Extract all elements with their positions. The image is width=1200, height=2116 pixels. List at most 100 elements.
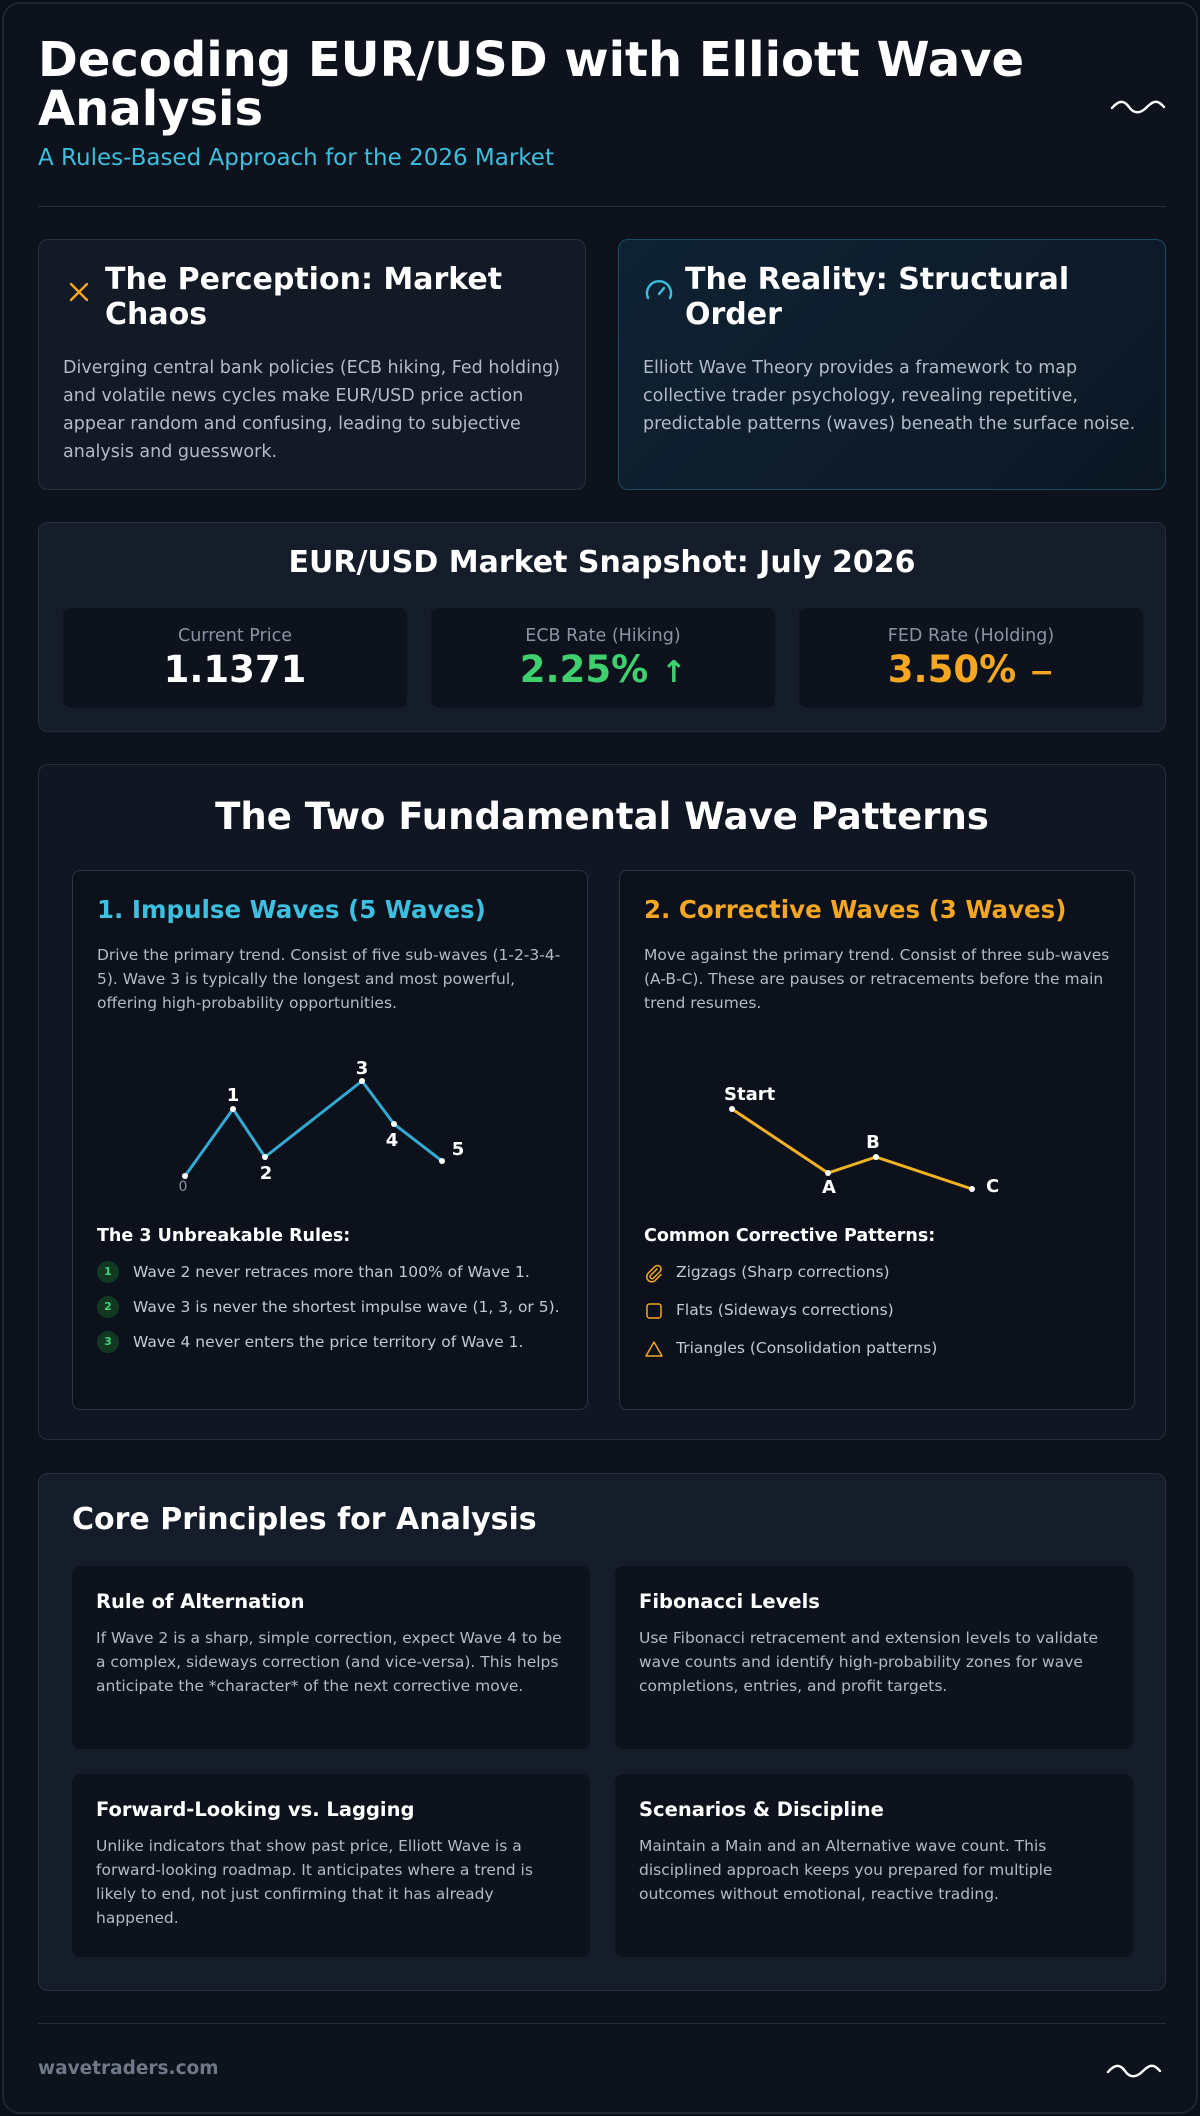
x-icon [69, 282, 89, 302]
triangle-icon [645, 1340, 663, 1357]
corrective-title: 2. Corrective Waves (3 Waves) [644, 895, 1067, 924]
wave-point [391, 1121, 397, 1127]
metric-value-text: 1.1371 [163, 648, 307, 691]
rule-item: 3 Wave 4 never enters the price territor… [97, 1331, 567, 1354]
patterns-title: Common Corrective Patterns: [644, 1226, 936, 1246]
metric-label: FED Rate (Holding) [887, 626, 1055, 646]
metric-value: 2.25% ↑ [431, 648, 775, 691]
metric-value: 1.1371 [63, 648, 407, 691]
rule-item: 1 Wave 2 never retraces more than 100% o… [97, 1261, 567, 1284]
square-icon [646, 1302, 662, 1319]
corrective-wave-diagram: Start A B C [724, 1084, 999, 1198]
metric-label: Current Price [178, 626, 292, 646]
metric-value-text: 3.50% [887, 648, 1017, 691]
principle-body: Maintain a Main and an Alternative wave … [639, 1837, 1053, 1903]
principle-body: Unlike indicators that show past price, … [96, 1837, 533, 1927]
wave-label-0: 0 [179, 1179, 188, 1195]
wave-label-b: B [866, 1132, 880, 1153]
principle-card: Forward-Looking vs. Lagging Unlike indic… [72, 1774, 590, 1957]
impulse-desc: Drive the primary trend. Consist of five… [97, 946, 561, 1012]
wave-label-5: 5 [452, 1139, 465, 1160]
snapshot-title: EUR/USD Market Snapshot: July 2026 [288, 545, 916, 580]
footer-divider [38, 2023, 1166, 2024]
impulse-wave-line [183, 1079, 443, 1177]
metric-label: ECB Rate (Hiking) [525, 626, 681, 646]
header: Decoding EUR/USD with Elliott Wave Analy… [38, 36, 1166, 171]
wave-icon [1110, 100, 1166, 114]
wave-point [182, 1173, 188, 1179]
wave-label-4: 4 [386, 1130, 399, 1151]
rule-item: 2 Wave 3 is never the shortest impulse w… [97, 1296, 567, 1319]
principle-title: Fibonacci Levels [639, 1590, 820, 1613]
patterns-list: Zigzags (Sharp corrections) Flats (Sidew… [644, 1261, 1114, 1375]
arrow-up-icon: ↑ [661, 655, 687, 690]
metric-value-text: 2.25% [519, 648, 649, 691]
metric-ecb-rate: ECB Rate (Hiking) 2.25% ↑ [431, 608, 775, 708]
wave-point [729, 1106, 735, 1112]
wave-point [825, 1170, 831, 1176]
wave-label-c: C [986, 1176, 999, 1197]
metric-value: 3.50% − [799, 648, 1143, 691]
principle-title: Rule of Alternation [96, 1590, 305, 1613]
principle-title: Scenarios & Discipline [639, 1798, 884, 1821]
market-snapshot: EUR/USD Market Snapshot: July 2026 Curre… [38, 522, 1166, 732]
corrective-wave-line [731, 1107, 973, 1191]
core-principles-title: Core Principles for Analysis [72, 1502, 537, 1537]
core-principles-section: Core Principles for Analysis Rule of Alt… [38, 1473, 1166, 1991]
reality-card: The Reality: Structural Order Elliott Wa… [618, 239, 1166, 490]
wave-point [439, 1158, 445, 1164]
pattern-text: Triangles (Consolidation patterns) [676, 1339, 938, 1357]
principle-card: Scenarios & Discipline Maintain a Main a… [615, 1774, 1133, 1957]
rule-text: Wave 3 is never the shortest impulse wav… [133, 1298, 560, 1316]
gauge-icon [645, 280, 673, 300]
paperclip-icon [646, 1264, 662, 1282]
header-divider [38, 206, 1166, 207]
rules-list: 1 Wave 2 never retraces more than 100% o… [97, 1261, 567, 1366]
pattern-text: Flats (Sideways corrections) [676, 1301, 894, 1319]
rule-text: Wave 4 never enters the price territory … [133, 1333, 524, 1351]
pattern-item: Flats (Sideways corrections) [644, 1299, 1114, 1322]
wave-icon [1106, 2064, 1162, 2078]
principle-body: If Wave 2 is a sharp, simple correction,… [96, 1629, 562, 1695]
wave-patterns-title: The Two Fundamental Wave Patterns [215, 795, 989, 838]
wave-label-1: 1 [227, 1085, 240, 1106]
pattern-text: Zigzags (Sharp corrections) [676, 1263, 890, 1281]
pattern-item: Triangles (Consolidation patterns) [644, 1337, 1114, 1360]
principle-title: Forward-Looking vs. Lagging [96, 1798, 415, 1821]
principle-body: Use Fibonacci retracement and extension … [639, 1629, 1099, 1695]
wave-patterns-section: The Two Fundamental Wave Patterns 1. Imp… [38, 764, 1166, 1440]
wave-label-start: Start [724, 1084, 776, 1105]
perception-body: Diverging central bank policies (ECB hik… [63, 358, 561, 462]
rule-number-badge: 2 [97, 1296, 119, 1318]
wave-label-3: 3 [356, 1058, 369, 1079]
impulse-wave-diagram: 0 1 2 3 4 5 [179, 1058, 465, 1195]
impulse-title: 1. Impulse Waves (5 Waves) [97, 895, 486, 924]
rule-number-badge: 1 [97, 1261, 119, 1283]
principle-card: Fibonacci Levels Use Fibonacci retraceme… [615, 1566, 1133, 1749]
wave-label-a: A [822, 1177, 836, 1198]
wave-point [262, 1154, 268, 1160]
perception-card: The Perception: Market Chaos Diverging c… [38, 239, 586, 490]
perception-title: The Perception: Market Chaos [105, 262, 503, 332]
page-title: Decoding EUR/USD with Elliott Wave Analy… [38, 32, 1025, 137]
pattern-item: Zigzags (Sharp corrections) [644, 1261, 1114, 1284]
reality-body: Elliott Wave Theory provides a framework… [643, 358, 1136, 434]
wave-point [359, 1078, 365, 1084]
rule-text: Wave 2 never retraces more than 100% of … [133, 1263, 530, 1281]
principle-card: Rule of Alternation If Wave 2 is a sharp… [72, 1566, 590, 1749]
rules-title: The 3 Unbreakable Rules: [97, 1226, 351, 1246]
corrective-card: 2. Corrective Waves (3 Waves) Move again… [619, 870, 1135, 1410]
wave-point [969, 1186, 975, 1192]
metric-current-price: Current Price 1.1371 [63, 608, 407, 708]
footer-site-link[interactable]: wavetraders.com [38, 2058, 219, 2079]
wave-point [230, 1106, 236, 1112]
reality-title: The Reality: Structural Order [685, 262, 1070, 332]
metric-fed-rate: FED Rate (Holding) 3.50% − [799, 608, 1143, 708]
impulse-card: 1. Impulse Waves (5 Waves) Drive the pri… [72, 870, 588, 1410]
corrective-desc: Move against the primary trend. Consist … [644, 946, 1110, 1012]
wave-point [873, 1154, 879, 1160]
page-subtitle: A Rules-Based Approach for the 2026 Mark… [38, 145, 554, 171]
wave-label-2: 2 [260, 1163, 273, 1184]
rule-number-badge: 3 [97, 1331, 119, 1353]
